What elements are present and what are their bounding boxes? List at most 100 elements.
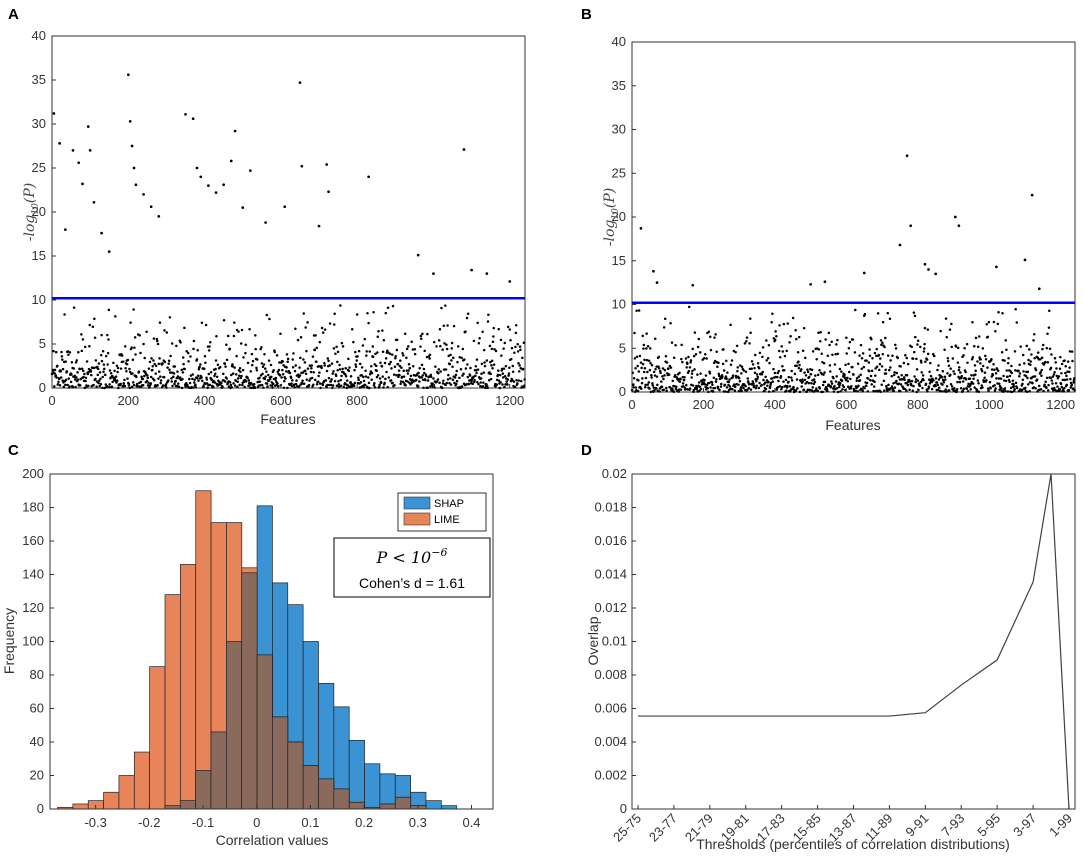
feature-point	[662, 388, 666, 391]
feature-point	[426, 332, 429, 336]
feature-point	[946, 359, 950, 363]
feature-point	[927, 385, 931, 388]
feature-point	[838, 367, 842, 371]
feature-point	[732, 349, 736, 353]
feature-point	[315, 346, 318, 350]
feature-point	[862, 365, 866, 369]
feature-point	[973, 386, 976, 389]
feature-point	[679, 377, 682, 381]
feature-point	[514, 331, 518, 335]
feature-point	[746, 388, 749, 392]
feature-point	[699, 372, 702, 375]
x-tick-label: 800	[346, 393, 368, 408]
feature-point	[203, 354, 207, 358]
significant-point	[1030, 193, 1034, 197]
feature-point	[883, 345, 886, 349]
feature-point	[406, 380, 409, 383]
bar-lime	[180, 564, 197, 810]
feature-point	[102, 363, 106, 366]
feature-point	[419, 337, 423, 340]
y-tick-label: 35	[612, 78, 626, 93]
feature-point	[521, 367, 525, 371]
feature-point	[823, 380, 827, 384]
feature-point	[291, 365, 295, 369]
feature-point	[443, 342, 446, 345]
feature-point	[371, 355, 375, 358]
feature-point	[905, 373, 909, 377]
feature-point	[644, 383, 647, 387]
feature-point	[277, 368, 281, 372]
feature-point	[870, 369, 874, 373]
feature-point	[428, 353, 432, 357]
y-tick-label: 20	[32, 204, 46, 219]
feature-point	[82, 375, 85, 379]
feature-point	[110, 385, 114, 389]
feature-point	[475, 371, 478, 375]
feature-point	[234, 379, 238, 383]
x-ticks-c: -0.3 -0.2 -0.1 0 0.1 0.2 0.3 0.4	[84, 805, 481, 830]
feature-point	[448, 362, 452, 366]
feature-point	[466, 375, 470, 379]
feature-point	[660, 380, 663, 383]
feature-point	[423, 349, 426, 353]
feature-point	[831, 353, 834, 357]
feature-point	[116, 370, 119, 374]
feature-point	[475, 358, 479, 361]
feature-point	[1021, 353, 1025, 357]
feature-point	[441, 382, 445, 385]
feature-point	[981, 347, 985, 350]
feature-point	[444, 368, 448, 371]
feature-point	[1045, 376, 1049, 380]
feature-point	[783, 354, 787, 358]
feature-point	[437, 372, 440, 375]
feature-point	[1069, 377, 1072, 381]
feature-point	[185, 350, 188, 353]
feature-point	[690, 372, 694, 375]
feature-point	[773, 371, 777, 375]
feature-point	[738, 389, 741, 393]
feature-point	[754, 353, 757, 357]
feature-point	[389, 379, 393, 382]
feature-point	[876, 312, 880, 315]
feature-point	[870, 383, 873, 386]
feature-point	[466, 363, 469, 366]
feature-point	[779, 374, 783, 378]
feature-point	[507, 372, 511, 375]
feature-point	[818, 368, 821, 372]
feature-point	[519, 348, 522, 352]
feature-point	[267, 373, 270, 377]
feature-point	[1007, 357, 1010, 360]
feature-point	[138, 334, 141, 337]
feature-point	[405, 369, 408, 372]
feature-point	[222, 372, 225, 376]
feature-point	[476, 380, 479, 384]
feature-point	[939, 329, 942, 333]
feature-point	[632, 383, 635, 386]
feature-point	[657, 355, 661, 359]
feature-point	[517, 379, 521, 382]
feature-point	[946, 372, 949, 375]
feature-point	[1013, 350, 1017, 353]
feature-point	[354, 363, 357, 366]
feature-point	[514, 345, 517, 349]
y-tick-label: 0.012	[594, 600, 627, 615]
feature-point	[691, 347, 694, 351]
feature-point	[358, 362, 362, 366]
feature-point	[251, 363, 254, 367]
feature-point	[366, 311, 369, 315]
feature-point	[114, 375, 118, 378]
feature-point	[232, 382, 235, 385]
feature-point	[472, 375, 475, 379]
feature-point	[163, 329, 166, 332]
y-tick-label: 20	[612, 209, 626, 224]
feature-point	[289, 376, 293, 380]
feature-point	[861, 389, 865, 393]
feature-point	[482, 371, 486, 374]
feature-point	[265, 370, 268, 373]
feature-point	[94, 377, 97, 381]
feature-point	[398, 364, 402, 368]
feature-point	[522, 341, 526, 344]
feature-point	[70, 361, 74, 364]
feature-point	[716, 386, 720, 390]
